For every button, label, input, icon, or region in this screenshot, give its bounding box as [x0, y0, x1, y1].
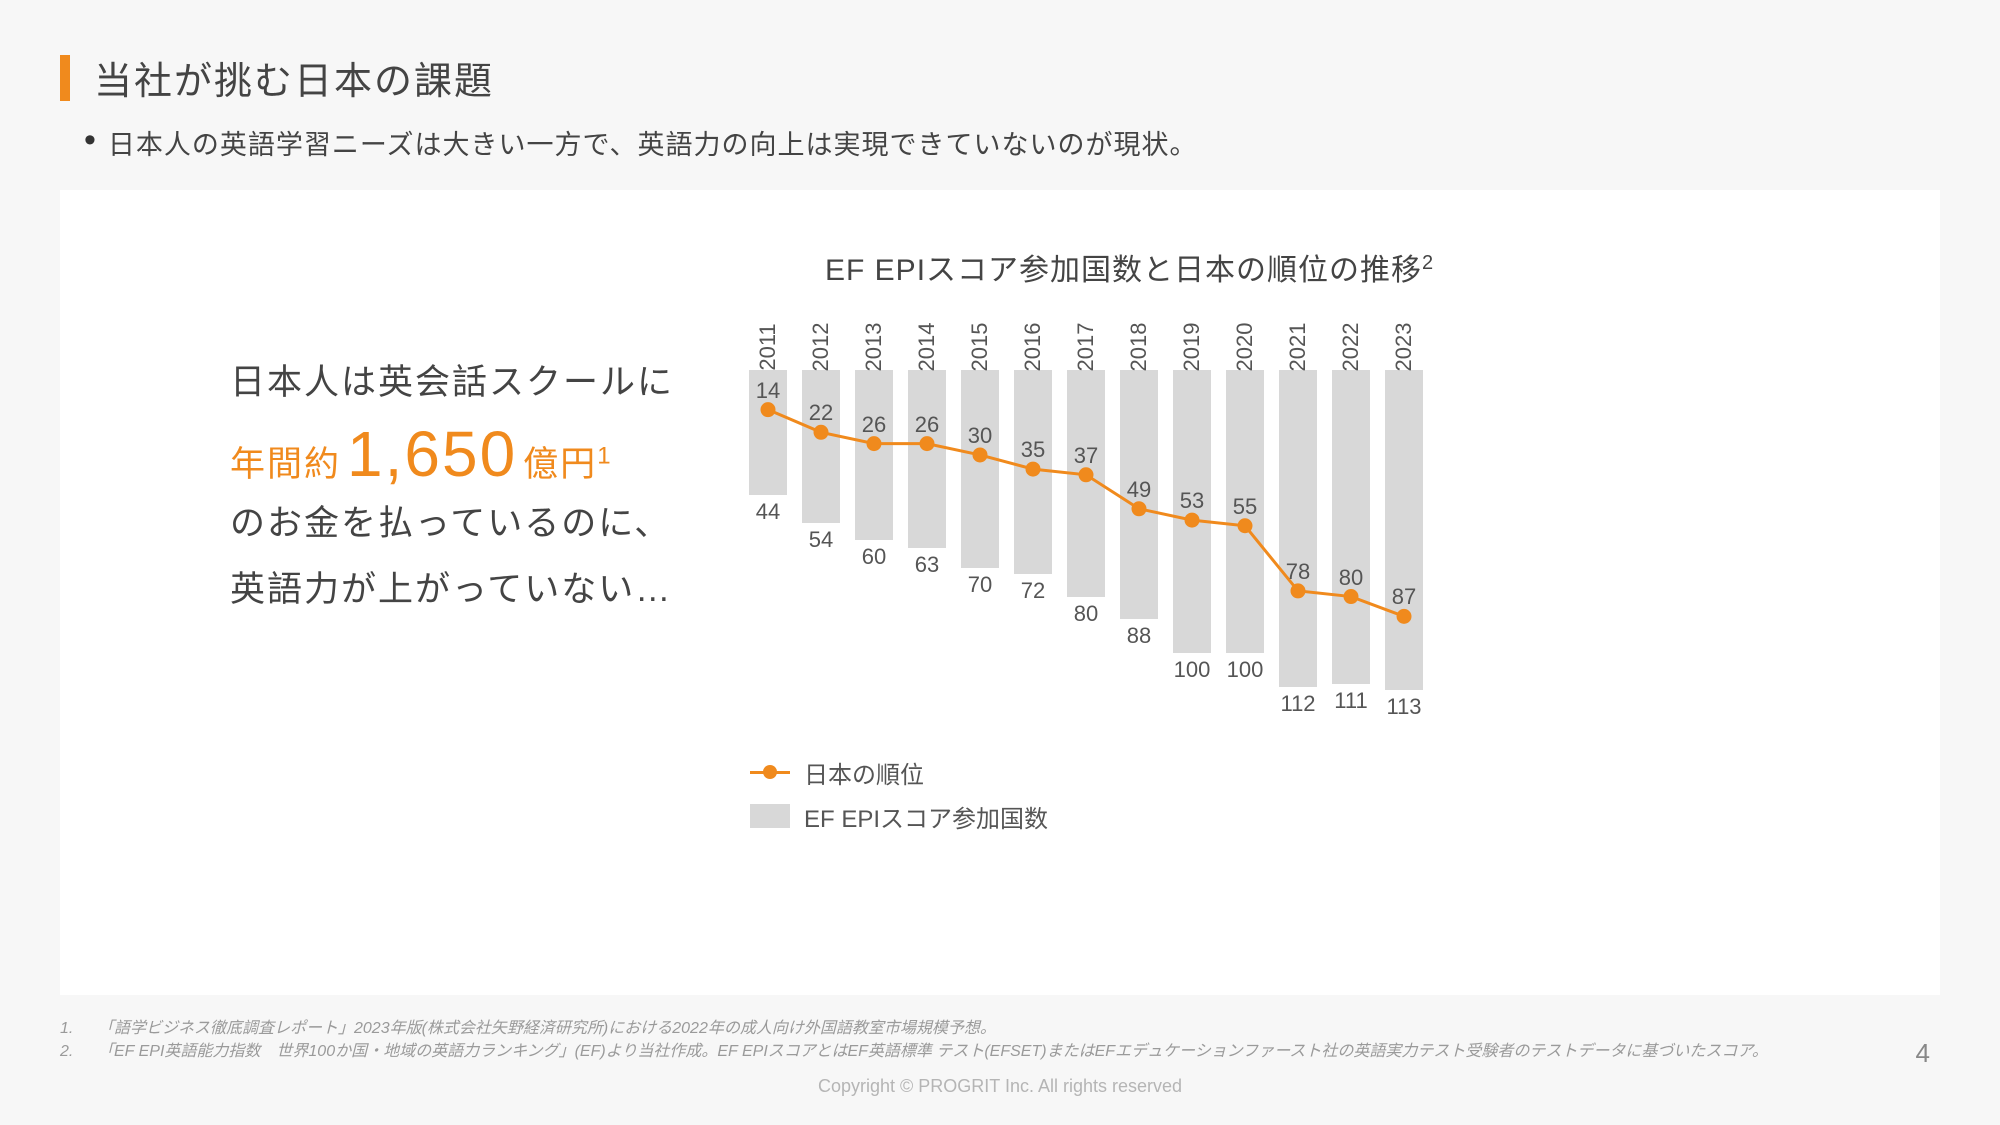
rank-marker	[1185, 513, 1199, 527]
page-number: 4	[1916, 1038, 1930, 1069]
rank-marker	[973, 448, 987, 462]
title-row: 当社が挑む日本の課題	[60, 50, 1940, 105]
bullet-text: 日本人の英語学習ニーズは大きい一方で、英語力の向上は実現できていないのが現状。	[108, 123, 1198, 162]
rank-marker	[1079, 468, 1093, 482]
legend-square-icon	[750, 804, 790, 828]
chart-title-footnote-ref: 2	[1422, 252, 1434, 274]
year-label: 2018	[1126, 323, 1152, 372]
legend-dot-icon	[763, 765, 777, 779]
rank-marker	[1026, 462, 1040, 476]
rank-marker	[1238, 519, 1252, 533]
year-label: 2012	[808, 323, 834, 372]
footnote-1-text: 「語学ビジネス徹底調査レポート」2023年版(株式会社矢野経済研究所)における2…	[98, 1018, 996, 1040]
year-label: 2022	[1338, 323, 1364, 372]
chart-title: EF EPIスコア参加国数と日本の順位の推移2	[825, 245, 1434, 289]
slide: 当社が挑む日本の課題 • 日本人の英語学習ニーズは大きい一方で、英語力の向上は実…	[0, 0, 2000, 1125]
year-label: 2017	[1073, 323, 1099, 372]
rank-marker	[1291, 584, 1305, 598]
legend-line-icon	[750, 771, 790, 774]
footnote-2-text: 「EF EPI英語能力指数 世界100か国・地域の英語力ランキング」(EF)より…	[98, 1041, 1768, 1063]
year-label: 2016	[1020, 323, 1046, 372]
amount-suffix: 億円1	[523, 436, 612, 487]
year-label: 2011	[755, 323, 781, 370]
rank-marker	[761, 403, 775, 417]
bullet-icon: •	[84, 123, 96, 157]
chart-line	[750, 370, 1440, 690]
year-label: 2021	[1285, 323, 1311, 372]
footnote-2-num: 2.	[60, 1041, 80, 1063]
rank-label: 87	[1392, 584, 1416, 610]
amount-unit: 億円	[523, 445, 597, 484]
rank-label: 30	[968, 423, 992, 449]
year-label: 2020	[1232, 323, 1258, 372]
year-label: 2015	[967, 323, 993, 372]
copyright: Copyright © PROGRIT Inc. All rights rese…	[0, 1076, 2000, 1097]
rank-marker	[920, 437, 934, 451]
footnotes: 1. 「語学ビジネス徹底調査レポート」2023年版(株式会社矢野経済研究所)にお…	[60, 1018, 1940, 1063]
rank-marker	[1344, 590, 1358, 604]
rank-label: 55	[1233, 494, 1257, 520]
chart-title-text: EF EPIスコア参加国数と日本の順位の推移	[825, 254, 1422, 287]
rank-marker	[867, 437, 881, 451]
rank-label: 80	[1339, 565, 1363, 591]
footnote-1: 1. 「語学ビジネス徹底調査レポート」2023年版(株式会社矢野経済研究所)にお…	[60, 1018, 1940, 1040]
legend-bar-row: EF EPIスコア参加国数	[750, 794, 1048, 838]
rank-label: 26	[915, 412, 939, 438]
legend-line-label: 日本の順位	[804, 755, 924, 790]
year-label: 2019	[1179, 323, 1205, 372]
rank-label: 49	[1127, 477, 1151, 503]
rank-marker	[1397, 609, 1411, 623]
chart-area: 2011442012542013602014632015702016722017…	[750, 310, 1440, 740]
rank-marker	[814, 425, 828, 439]
year-label: 2023	[1391, 323, 1417, 372]
content-panel: 日本人は英会話スクールに 年間約 1,650 億円1 のお金を払っているのに、 …	[60, 190, 1940, 995]
page-title: 当社が挑む日本の課題	[94, 50, 494, 105]
rank-label: 78	[1286, 559, 1310, 585]
rank-label: 53	[1180, 488, 1204, 514]
year-label: 2014	[914, 323, 940, 372]
rank-marker	[1132, 502, 1146, 516]
rank-label: 35	[1021, 437, 1045, 463]
participant-label: 113	[1386, 694, 1421, 720]
amount-footnote-ref: 1	[597, 442, 612, 469]
participant-label: 112	[1280, 691, 1315, 717]
rank-label: 22	[809, 400, 833, 426]
year-label: 2013	[861, 323, 887, 372]
amount-value: 1,650	[347, 417, 517, 491]
footnote-1-num: 1.	[60, 1018, 80, 1040]
rank-label: 26	[862, 412, 886, 438]
footnote-2: 2. 「EF EPI英語能力指数 世界100か国・地域の英語力ランキング」(EF…	[60, 1041, 1940, 1063]
amount-prefix: 年間約	[230, 436, 341, 487]
legend-line-row: 日本の順位	[750, 750, 1048, 794]
chart-legend: 日本の順位 EF EPIスコア参加国数	[750, 750, 1048, 838]
participant-label: 111	[1334, 688, 1367, 714]
rank-label: 37	[1074, 443, 1098, 469]
accent-bar	[60, 55, 70, 101]
bullet-row: • 日本人の英語学習ニーズは大きい一方で、英語力の向上は実現できていないのが現状…	[84, 123, 1940, 162]
rank-label: 14	[756, 378, 780, 404]
rank-line	[768, 410, 1404, 617]
legend-bar-label: EF EPIスコア参加国数	[804, 799, 1048, 834]
